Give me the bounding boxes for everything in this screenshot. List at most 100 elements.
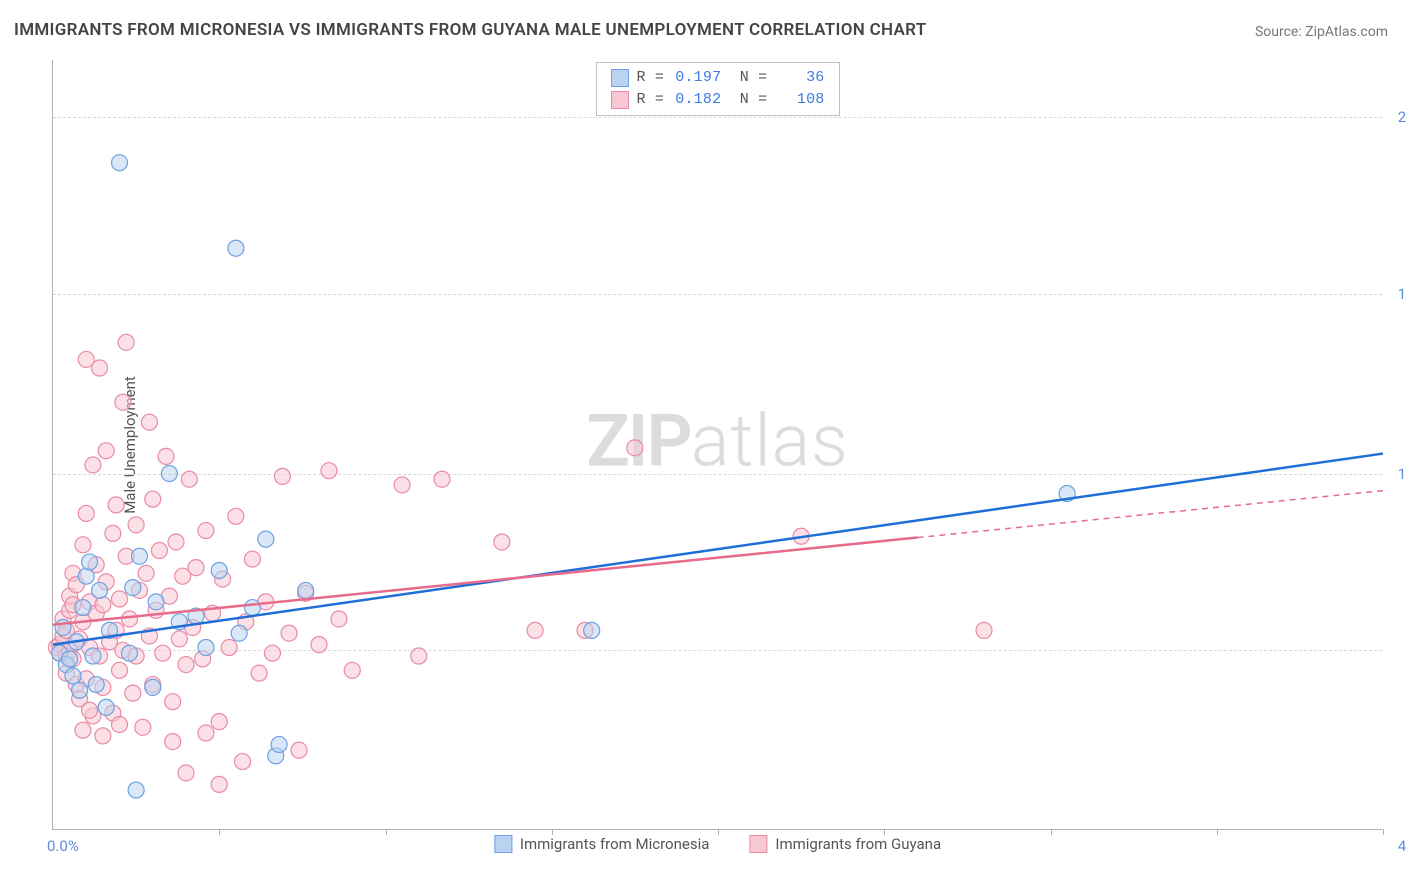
series-legend: Immigrants from Micronesia Immigrants fr… <box>494 835 941 853</box>
data-point-guyana <box>75 537 91 553</box>
data-point-guyana <box>115 394 131 410</box>
data-point-micronesia <box>131 548 147 564</box>
data-point-micronesia <box>198 639 214 655</box>
data-point-guyana <box>118 334 134 350</box>
data-point-guyana <box>344 662 360 678</box>
data-point-micronesia <box>62 651 78 667</box>
data-point-guyana <box>135 719 151 735</box>
data-point-guyana <box>221 639 237 655</box>
x-tick <box>1383 829 1384 835</box>
data-point-guyana <box>112 662 128 678</box>
data-point-guyana <box>198 523 214 539</box>
data-point-guyana <box>188 560 204 576</box>
data-point-guyana <box>274 468 290 484</box>
legend-label-guyana: Immigrants from Guyana <box>775 835 941 853</box>
data-point-guyana <box>211 776 227 792</box>
swatch-micronesia-b <box>494 835 512 853</box>
n-value-micronesia: 36 <box>777 67 825 89</box>
data-point-guyana <box>281 625 297 641</box>
r-value-micronesia: 0.197 <box>673 67 721 89</box>
data-point-micronesia <box>298 582 314 598</box>
data-point-guyana <box>331 611 347 627</box>
data-point-guyana <box>78 351 94 367</box>
data-point-micronesia <box>231 625 247 641</box>
data-point-micronesia <box>98 699 114 715</box>
data-point-micronesia <box>148 594 164 610</box>
scatter-svg <box>53 60 1382 829</box>
data-point-micronesia <box>145 679 161 695</box>
data-point-micronesia <box>584 622 600 638</box>
data-point-guyana <box>178 657 194 673</box>
data-point-micronesia <box>78 568 94 584</box>
y-tick-label: 18.8% <box>1398 285 1406 303</box>
data-point-guyana <box>178 765 194 781</box>
data-point-micronesia <box>161 466 177 482</box>
data-point-guyana <box>95 597 111 613</box>
data-point-micronesia <box>88 677 104 693</box>
plot-area: Male Unemployment ZIPatlas 6.3%12.5%18.8… <box>52 60 1382 830</box>
data-point-guyana <box>138 565 154 581</box>
swatch-micronesia <box>610 69 628 87</box>
data-point-micronesia <box>228 240 244 256</box>
data-point-guyana <box>394 477 410 493</box>
data-point-micronesia <box>121 645 137 661</box>
y-tick-label: 25.0% <box>1398 108 1406 126</box>
data-point-guyana <box>627 440 643 456</box>
data-point-guyana <box>321 463 337 479</box>
data-point-guyana <box>264 645 280 661</box>
legend-label-micronesia: Immigrants from Micronesia <box>520 835 710 853</box>
data-point-micronesia <box>85 648 101 664</box>
data-point-guyana <box>78 505 94 521</box>
data-point-micronesia <box>72 682 88 698</box>
trend-line-micronesia <box>53 454 1383 645</box>
data-point-guyana <box>165 694 181 710</box>
data-point-guyana <box>168 534 184 550</box>
data-point-micronesia <box>82 554 98 570</box>
data-point-guyana <box>82 702 98 718</box>
data-point-guyana <box>108 497 124 513</box>
x-axis-min-label: 0.0% <box>47 837 79 855</box>
data-point-guyana <box>251 665 267 681</box>
data-point-guyana <box>121 611 137 627</box>
data-point-guyana <box>211 714 227 730</box>
data-point-guyana <box>95 728 111 744</box>
legend-item-guyana: Immigrants from Guyana <box>749 835 941 853</box>
data-point-micronesia <box>271 736 287 752</box>
x-axis-max-label: 40.0% <box>1398 837 1406 855</box>
data-point-guyana <box>141 414 157 430</box>
x-tick <box>386 829 387 835</box>
data-point-micronesia <box>258 531 274 547</box>
data-point-guyana <box>434 471 450 487</box>
data-point-guyana <box>976 622 992 638</box>
x-tick <box>1051 829 1052 835</box>
data-point-micronesia <box>245 600 261 616</box>
swatch-guyana <box>610 91 628 109</box>
legend-item-micronesia: Immigrants from Micronesia <box>494 835 710 853</box>
trend-line-extrapolated-guyana <box>918 491 1384 538</box>
data-point-guyana <box>151 543 167 559</box>
data-point-guyana <box>311 637 327 653</box>
data-point-guyana <box>165 734 181 750</box>
data-point-micronesia <box>75 600 91 616</box>
legend-row-guyana: R = 0.182 N = 108 <box>610 89 824 111</box>
data-point-guyana <box>411 648 427 664</box>
source-attribution: Source: ZipAtlas.com <box>1255 24 1388 40</box>
data-point-guyana <box>112 716 128 732</box>
data-point-micronesia <box>125 580 141 596</box>
data-point-guyana <box>125 685 141 701</box>
data-point-guyana <box>494 534 510 550</box>
data-point-guyana <box>235 754 251 770</box>
data-point-guyana <box>527 622 543 638</box>
data-point-guyana <box>128 517 144 533</box>
data-point-guyana <box>98 443 114 459</box>
data-point-guyana <box>171 631 187 647</box>
data-point-guyana <box>158 448 174 464</box>
data-point-guyana <box>198 725 214 741</box>
data-point-guyana <box>145 491 161 507</box>
data-point-guyana <box>245 551 261 567</box>
data-point-micronesia <box>211 562 227 578</box>
x-tick <box>1217 829 1218 835</box>
data-point-guyana <box>181 471 197 487</box>
correlation-legend: R = 0.197 N = 36 R = 0.182 N = 108 <box>595 62 839 116</box>
swatch-guyana-b <box>749 835 767 853</box>
